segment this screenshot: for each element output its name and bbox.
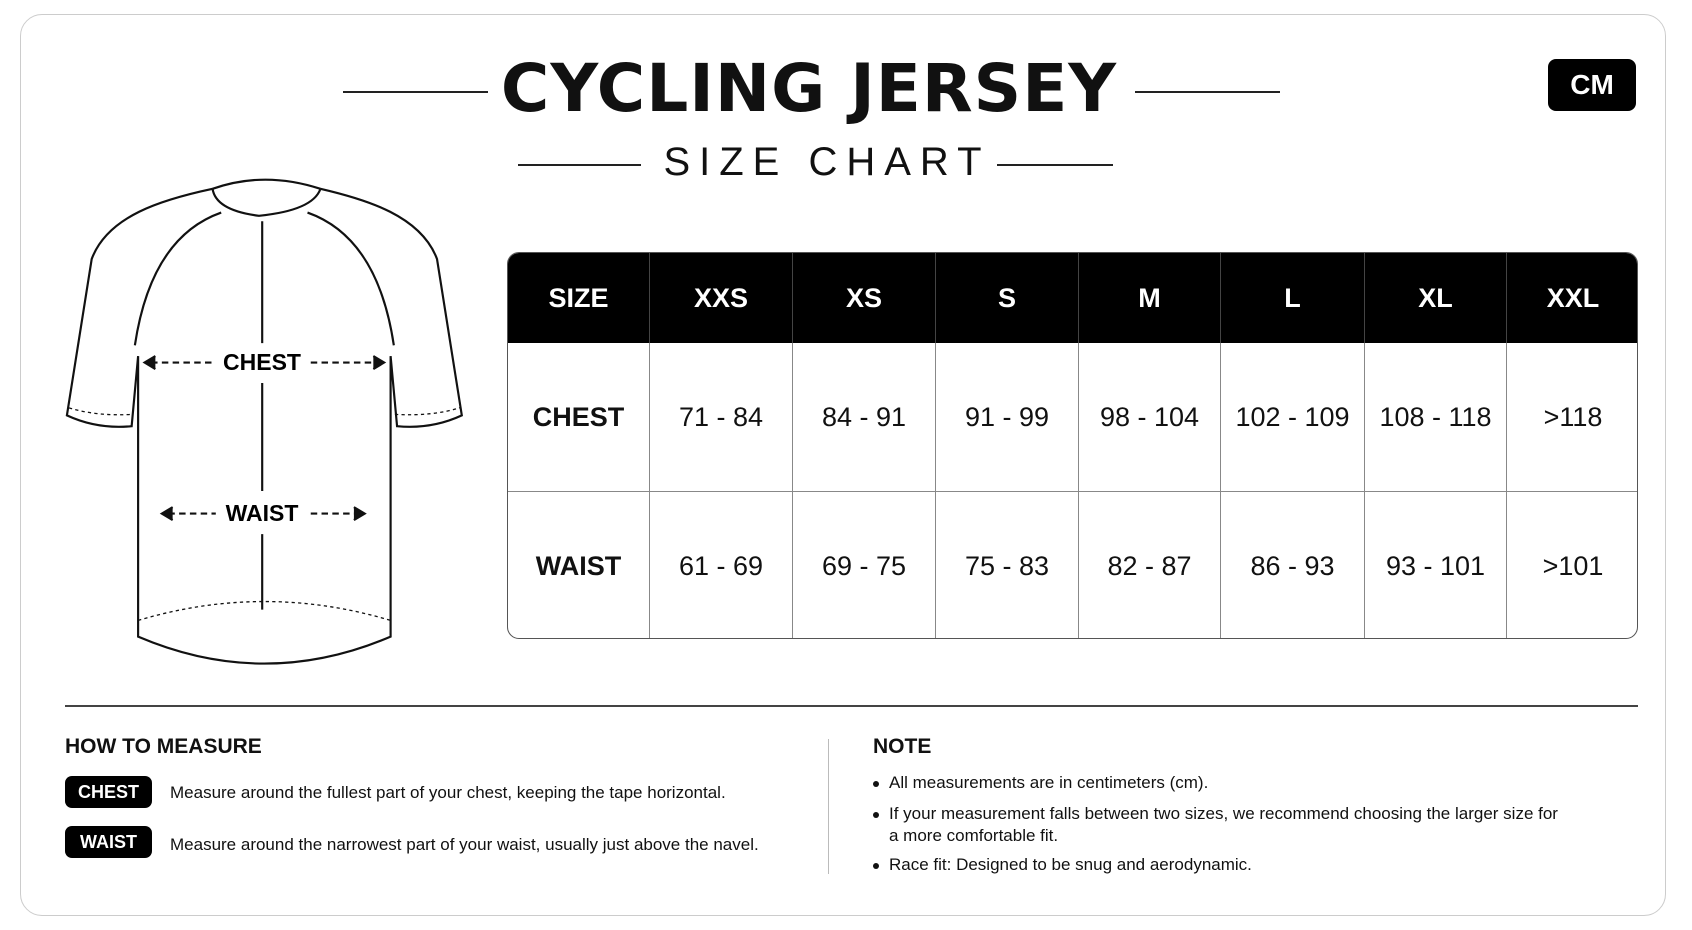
chest-label: CHEST	[223, 349, 301, 375]
rule	[518, 164, 641, 166]
header-cell: M	[1078, 253, 1220, 343]
divider	[828, 739, 829, 874]
section-title: HOW TO MEASURE	[65, 735, 262, 758]
card	[20, 14, 1666, 916]
header-cell: L	[1220, 253, 1364, 343]
header-cell: XS	[792, 253, 935, 343]
note-item: If your measurement falls between two si…	[873, 803, 1569, 847]
rule	[343, 91, 488, 93]
subtitle: SIZE CHART	[663, 140, 991, 184]
table-cell: 84 - 91	[792, 343, 935, 491]
divider	[65, 705, 1638, 707]
section-title: NOTE	[873, 735, 932, 758]
title: CYCLING JERSEY	[500, 50, 1118, 127]
tag: CHEST	[65, 776, 152, 808]
description: Measure around the fullest part of your …	[170, 783, 726, 802]
table-cell: 91 - 99	[935, 343, 1078, 491]
description: Measure around the narrowest part of you…	[170, 835, 759, 854]
header-cell: S	[935, 253, 1078, 343]
table-cell: 102 - 109	[1220, 343, 1364, 491]
note-item: All measurements are in centimeters (cm)…	[873, 772, 1569, 794]
tag: WAIST	[65, 826, 152, 858]
header-cell: SIZE	[508, 253, 649, 343]
table-cell: 82 - 87	[1078, 491, 1220, 638]
rule	[997, 164, 1113, 166]
table-cell: WAIST	[508, 491, 649, 638]
table-cell: 61 - 69	[649, 491, 792, 638]
waist-label: WAIST	[226, 500, 299, 526]
table-cell: CHEST	[532, 401, 625, 432]
table-cell: 71 - 84	[649, 343, 792, 491]
note-item: Race fit: Designed to be snug and aerody…	[873, 854, 1569, 876]
rule	[1135, 91, 1280, 93]
table-cell: 108 - 118	[1364, 343, 1506, 491]
table-cell: 69 - 75	[792, 491, 935, 638]
table-cell: >118	[1506, 343, 1637, 491]
header-cell: XXL	[1506, 253, 1637, 343]
table-cell: >101	[1506, 491, 1637, 638]
unit-badge[interactable]: CM	[1548, 59, 1636, 111]
table-cell: 75 - 83	[935, 491, 1078, 638]
table-cell: 93 - 101	[1364, 491, 1506, 638]
table-cell: 98 - 104	[1078, 343, 1220, 491]
table-cell: 86 - 93	[1220, 491, 1364, 638]
size-table: SIZE XXS XS S M L XL XXL CHEST 71 - 84 84 - 91 91 -…	[507, 252, 1638, 639]
header-cell: XXS	[649, 253, 792, 343]
jersey-diagram: CHEST WAIST	[65, 178, 464, 665]
header-cell: XL	[1364, 253, 1506, 343]
